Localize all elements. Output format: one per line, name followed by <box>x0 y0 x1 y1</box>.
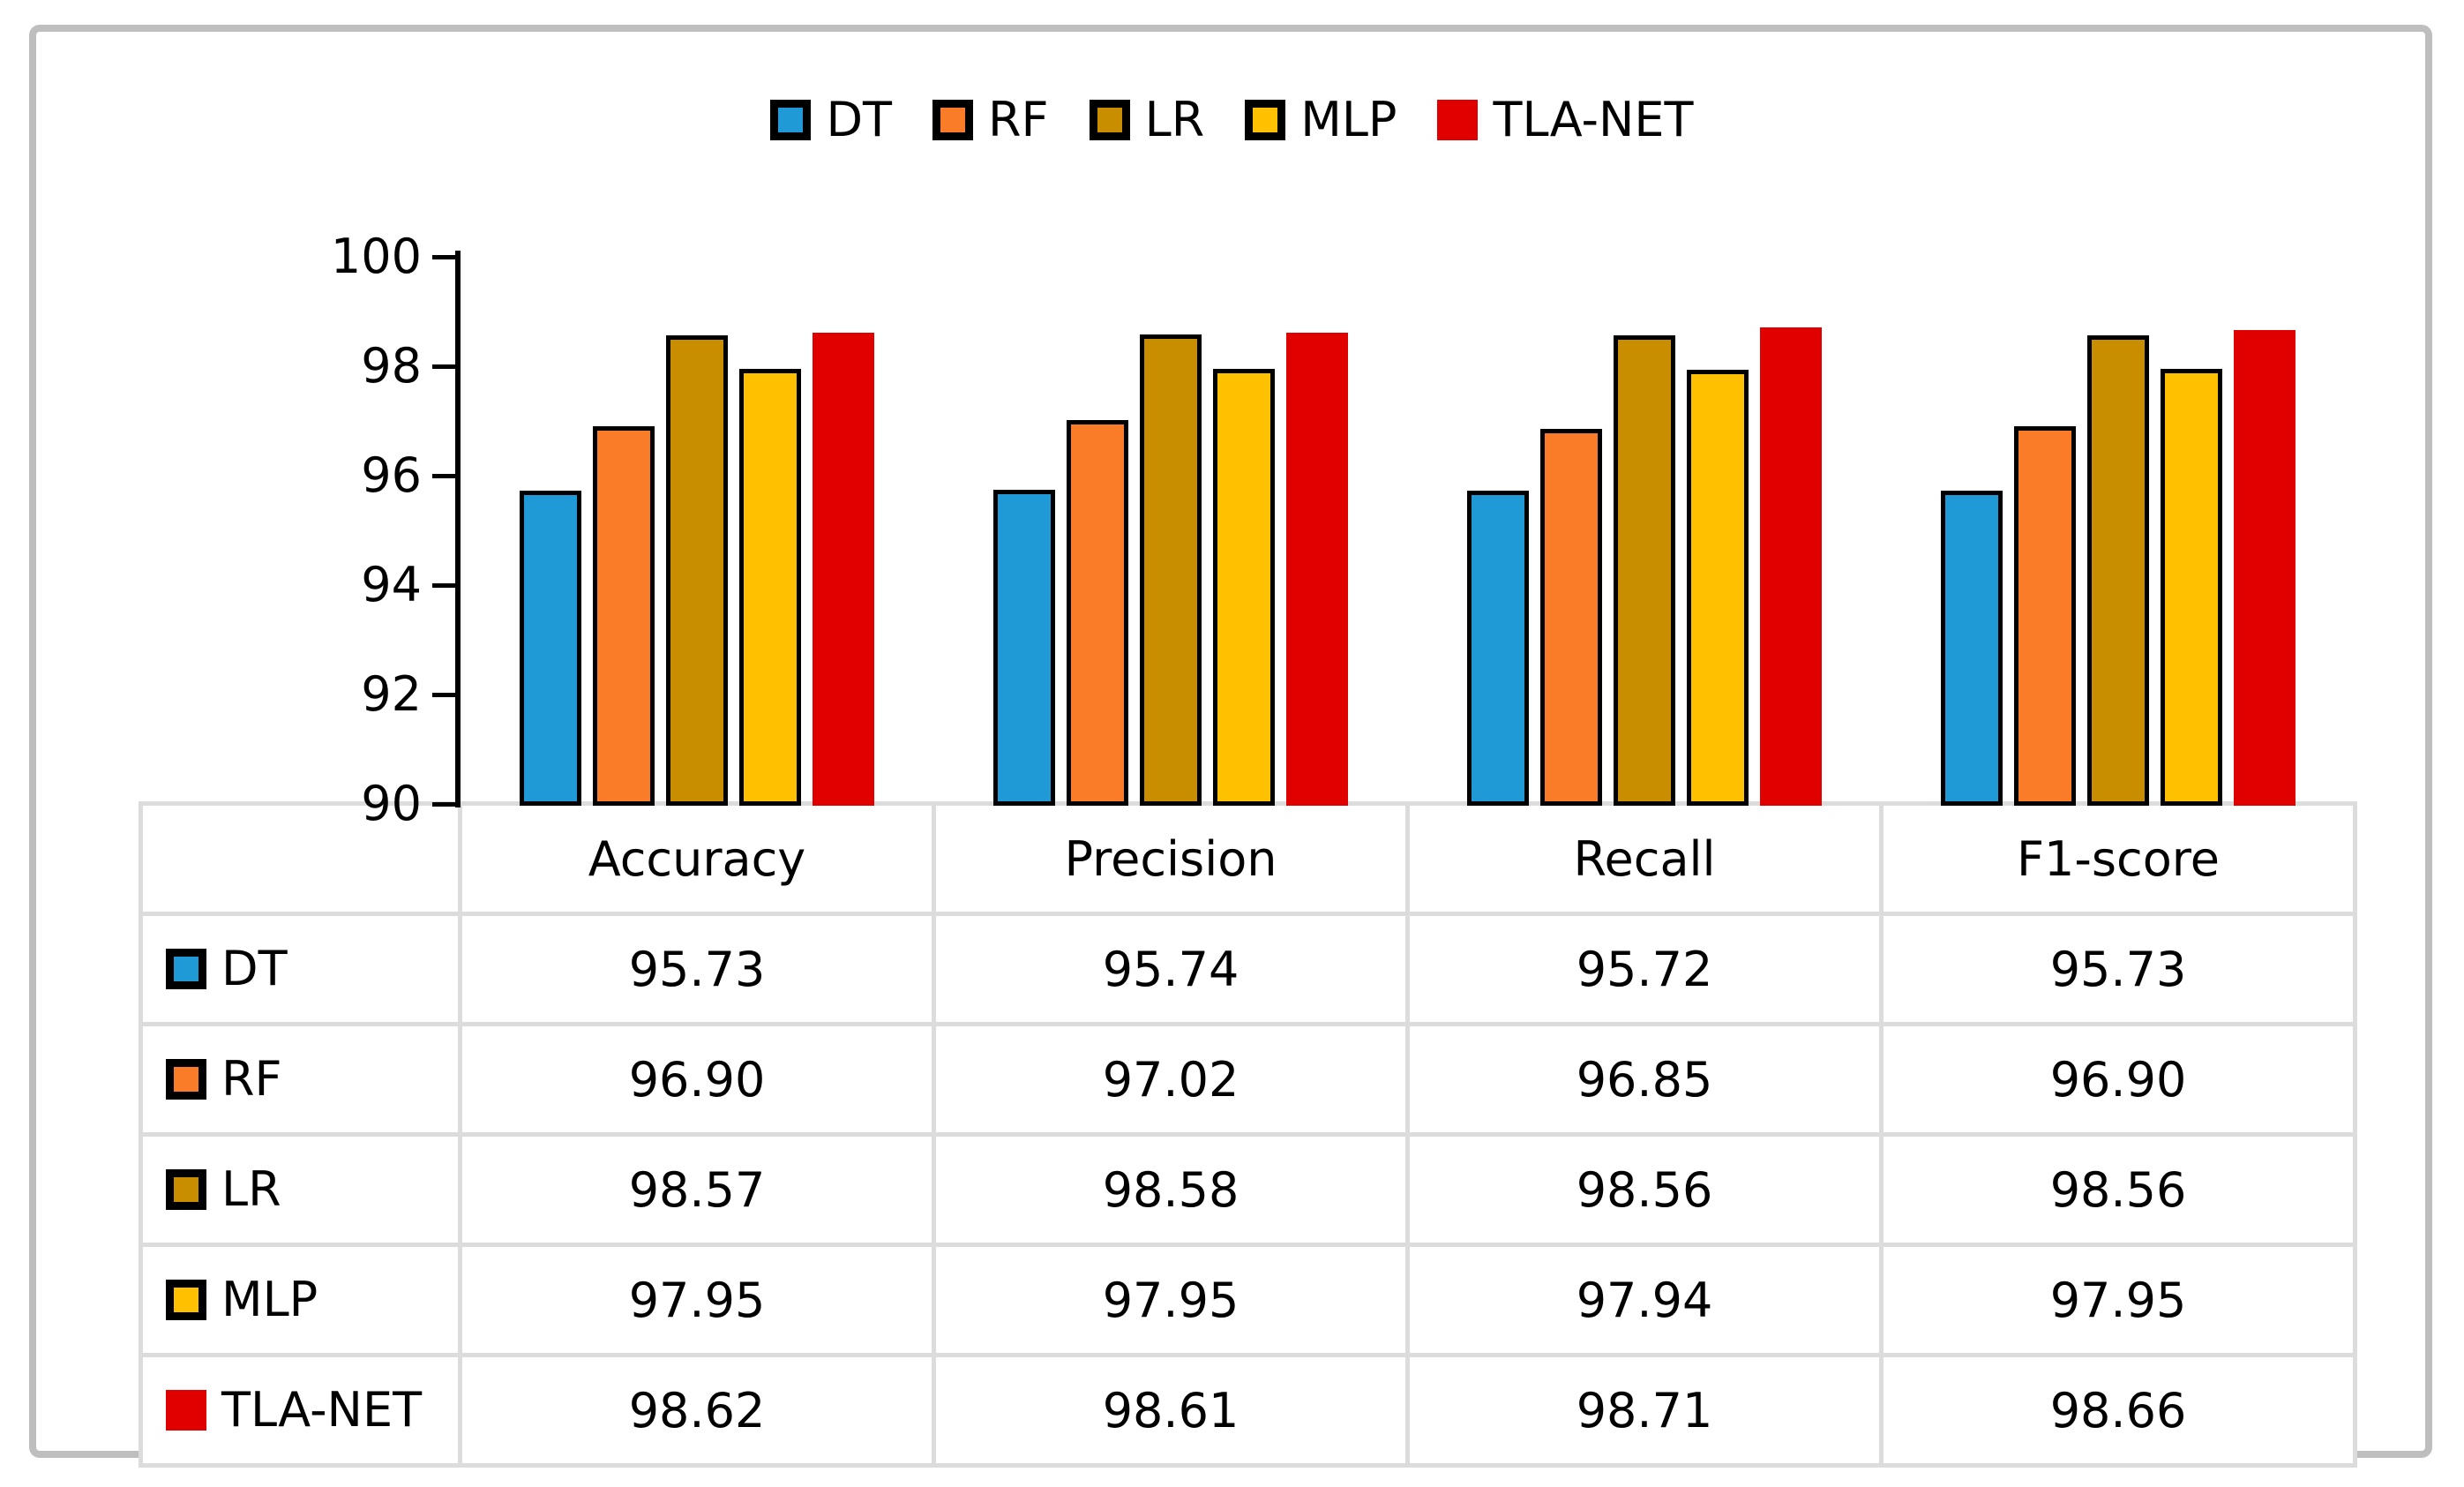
legend-item-label: RF <box>988 92 1049 147</box>
value-cell: 95.73 <box>1879 912 2357 1026</box>
value-cell: 97.02 <box>932 1022 1410 1137</box>
chart-legend: DT RF LR MLP TLA-NET <box>0 92 2464 148</box>
value-cell: 96.90 <box>458 1022 936 1137</box>
legend-item-label: TLA-NET <box>1493 92 1694 147</box>
table-header-Precision: Precision <box>932 801 1410 916</box>
legend-swatch-LR <box>1089 100 1130 140</box>
row-label-cell: TLA-NET <box>139 1353 462 1468</box>
table-row-RF: RF 96.90 97.02 96.85 96.90 <box>139 1022 2357 1137</box>
legend-swatch-RF <box>932 100 974 140</box>
row-label-cell: DT <box>139 912 462 1026</box>
row-swatch-LR <box>166 1169 206 1210</box>
value-cell: 98.57 <box>458 1132 936 1247</box>
row-label: LR <box>143 1166 458 1213</box>
legend-swatch-MLP <box>1245 100 1286 140</box>
value-cell: 98.71 <box>1405 1353 1884 1468</box>
table-row-TLA-NET: TLA-NET 98.62 98.61 98.71 98.66 <box>139 1353 2357 1468</box>
value-cell: 97.95 <box>1879 1243 2357 1357</box>
value-cell: 98.66 <box>1879 1353 2357 1468</box>
row-label: DT <box>143 945 458 993</box>
value-cell: 95.72 <box>1405 912 1884 1026</box>
table-row-DT: DT 95.73 95.74 95.72 95.73 <box>139 912 2357 1026</box>
legend-item-label: DT <box>826 92 893 147</box>
row-swatch-DT <box>166 949 206 989</box>
row-label-cell: RF <box>139 1022 462 1137</box>
value-cell: 96.85 <box>1405 1022 1884 1137</box>
row-swatch-TLA-NET <box>166 1390 206 1431</box>
table-header-row: Accuracy Precision Recall F1-score <box>139 801 2357 916</box>
table-header-Recall: Recall <box>1405 801 1884 916</box>
value-cell: 96.90 <box>1879 1022 2357 1137</box>
value-cell: 98.58 <box>932 1132 1410 1247</box>
value-cell: 97.95 <box>932 1243 1410 1357</box>
value-cell: 98.61 <box>932 1353 1410 1468</box>
value-cell: 98.56 <box>1405 1132 1884 1247</box>
legend-item-RF: RF <box>932 96 1049 144</box>
row-label-text: TLA-NET <box>221 1382 423 1438</box>
row-label: MLP <box>143 1276 458 1324</box>
row-label-cell: MLP <box>139 1243 462 1357</box>
row-label-text: MLP <box>221 1272 318 1327</box>
legend-item-DT: DT <box>770 96 892 144</box>
value-cell: 95.74 <box>932 912 1410 1026</box>
value-cell: 97.95 <box>458 1243 936 1357</box>
row-swatch-RF <box>166 1059 206 1100</box>
row-label-text: RF <box>221 1051 282 1107</box>
legend-item-label: LR <box>1144 92 1205 147</box>
value-cell: 97.94 <box>1405 1243 1884 1357</box>
row-label-text: LR <box>221 1161 281 1217</box>
table-row-MLP: MLP 97.95 97.95 97.94 97.95 <box>139 1243 2357 1357</box>
data-table: Accuracy Precision Recall F1-score DT 95.73 9… <box>139 801 2357 1468</box>
legend-item-MLP: MLP <box>1245 96 1397 144</box>
table-header-F1-score: F1-score <box>1879 801 2357 916</box>
value-cell: 95.73 <box>458 912 936 1026</box>
row-label: TLA-NET <box>143 1386 458 1434</box>
row-swatch-MLP <box>166 1280 206 1320</box>
table-row-LR: LR 98.57 98.58 98.56 98.56 <box>139 1132 2357 1247</box>
value-cell: 98.56 <box>1879 1132 2357 1247</box>
row-label-text: DT <box>221 941 288 996</box>
row-label-cell: LR <box>139 1132 462 1247</box>
row-label: RF <box>143 1055 458 1103</box>
legend-swatch-DT <box>770 100 812 140</box>
table-header-Accuracy: Accuracy <box>458 801 936 916</box>
value-cell: 98.62 <box>458 1353 936 1468</box>
legend-item-LR: LR <box>1089 92 1205 147</box>
legend-item-TLA-NET: TLA-NET <box>1437 92 1694 147</box>
table-corner-cell <box>139 801 462 916</box>
legend-swatch-TLA-NET <box>1437 100 1479 140</box>
legend-item-label: MLP <box>1300 92 1397 147</box>
